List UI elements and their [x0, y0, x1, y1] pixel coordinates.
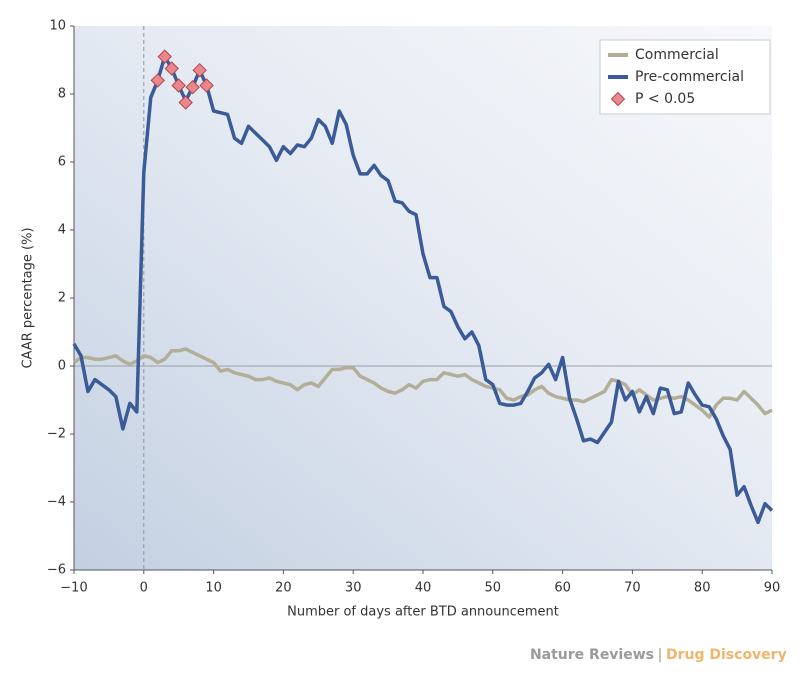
y-tick-label: 2	[58, 291, 66, 306]
x-tick-label: 70	[624, 581, 641, 596]
significance-marker	[164, 61, 179, 76]
legend-label: P < 0.05	[635, 91, 695, 107]
footer-journal: Drug Discovery	[666, 647, 787, 663]
x-tick-label: 40	[415, 581, 432, 596]
legend-label: Commercial	[635, 47, 719, 63]
legend-label: Pre-commercial	[635, 69, 744, 85]
x-tick-label: 20	[275, 581, 292, 596]
x-tick-label: 30	[345, 581, 362, 596]
y-tick-label: −6	[47, 563, 66, 578]
legend-marker	[610, 91, 626, 107]
significance-marker	[178, 95, 193, 110]
x-tick-label: 0	[140, 581, 148, 596]
x-tick-label: 10	[205, 581, 222, 596]
significance-marker	[192, 62, 207, 78]
y-tick-label: 6	[58, 155, 66, 170]
significance-marker	[185, 79, 200, 95]
y-tick-label: 10	[49, 19, 66, 34]
significance-marker	[199, 78, 214, 93]
legend-box	[599, 39, 771, 115]
x-tick-label: 80	[694, 581, 711, 596]
y-tick-label: −4	[47, 495, 66, 510]
y-tick-label: 8	[58, 87, 66, 102]
x-tick-label: 50	[485, 581, 502, 596]
y-tick-label: 4	[58, 223, 66, 238]
footer-separator: |	[658, 647, 663, 663]
y-tick-label: 0	[58, 359, 66, 374]
footer-publisher: Nature Reviews	[530, 647, 654, 663]
x-axis-label: Number of days after BTD announcement	[287, 605, 559, 620]
y-tick-label: −2	[47, 427, 66, 442]
footer: Nature Reviews | Drug Discovery	[530, 647, 787, 663]
significance-marker	[171, 78, 186, 93]
x-tick-label: 90	[764, 581, 781, 596]
y-axis-label: CAAR percentage (%)	[21, 227, 36, 368]
significance-marker	[157, 49, 172, 64]
x-tick-label: −10	[60, 581, 87, 596]
significance-marker	[150, 73, 165, 88]
x-tick-label: 60	[554, 581, 571, 596]
plot-background	[74, 26, 772, 570]
